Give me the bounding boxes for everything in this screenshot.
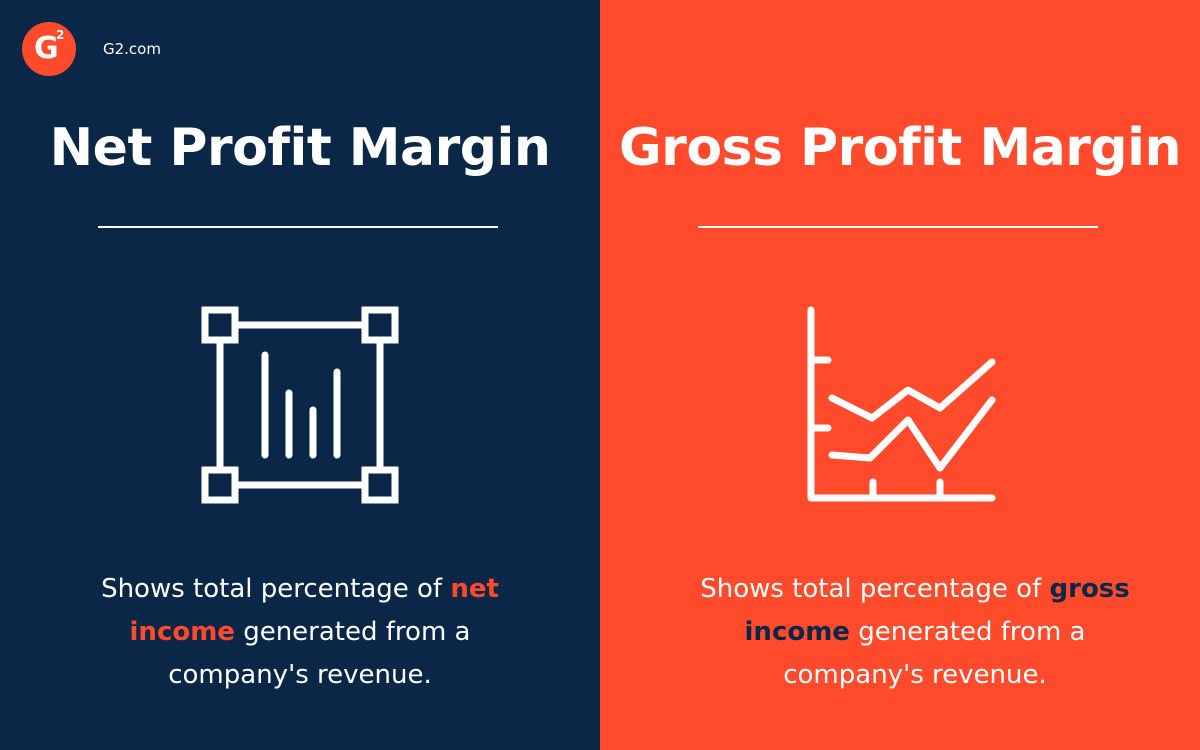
line-chart-icon — [807, 306, 996, 502]
description-text: generated from a company's revenue. — [168, 617, 471, 690]
description: Shows total percentage of net income gen… — [90, 568, 510, 697]
logo: G 2 — [22, 22, 76, 76]
frame-chart-icon — [201, 306, 399, 504]
logo-letter: G — [34, 31, 59, 66]
logo-superscript: 2 — [56, 28, 65, 42]
highlight-text: net income — [129, 574, 499, 647]
highlight-text: gross income — [744, 574, 1130, 647]
gross-panel: Gross Profit Margin Shows total percenta… — [600, 0, 1200, 750]
description-text: Shows total percentage of — [700, 574, 1042, 604]
site-name: G2.com — [103, 40, 161, 58]
description: Shows total percentage of gross income g… — [690, 568, 1140, 697]
description-text: generated from a company's revenue. — [783, 617, 1086, 690]
panel-title: Net Profit Margin — [49, 118, 551, 178]
panel-title: Gross Profit Margin — [619, 118, 1182, 178]
description-text: Shows total percentage of — [101, 574, 443, 604]
divider — [698, 226, 1098, 228]
net-panel: G 2 G2.com Net Profit Margin Shows total… — [0, 0, 600, 750]
divider — [98, 226, 498, 228]
